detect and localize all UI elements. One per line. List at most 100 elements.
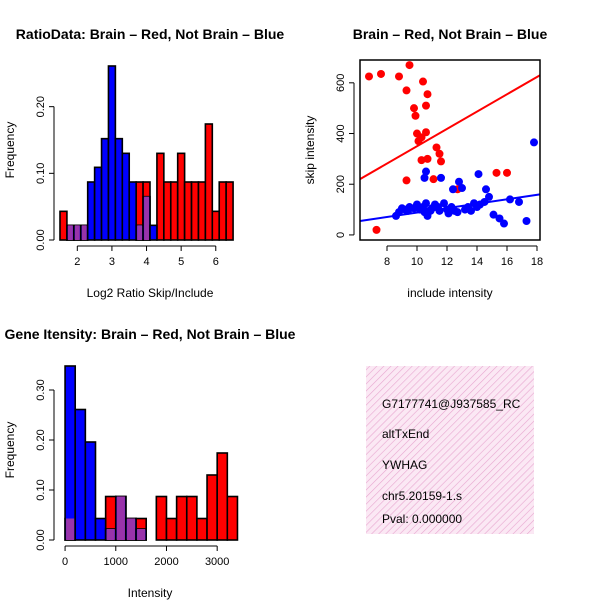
not-brain-bar: [114, 137, 124, 241]
y-tick-label: 400: [335, 124, 347, 142]
scatter-axes: 8 10 12 14 16 18 0 200 400 600: [335, 59, 543, 268]
y-tick-label: 0.10: [35, 479, 47, 500]
not-brain-point: [474, 170, 483, 179]
brain-bar: [206, 474, 218, 541]
not-brain-point: [440, 199, 448, 208]
brain-bar: [185, 495, 198, 541]
plot-frame: [359, 59, 541, 241]
brain-point: [437, 157, 445, 166]
intensity-histogram-axes: 0 1000 2000 3000 0.00 0.10 0.20 0.30: [35, 379, 229, 568]
brain-bar: [156, 152, 165, 241]
intensity-histogram-ylabel: Frequency: [3, 422, 17, 479]
not-brain-point: [422, 167, 430, 176]
y-tick-label: 0.20: [35, 429, 47, 450]
intensity-scatter: Brain – Red, Not Brain – Blue 8 10 12 14 16 1…: [303, 26, 547, 300]
not-brain-point: [453, 208, 462, 217]
scatter-title: Brain – Red, Not Brain – Blue: [353, 26, 548, 42]
not-brain-point: [467, 206, 475, 215]
brain-bar: [211, 210, 221, 241]
ratio-histogram-axes: 2 3 4 5 6 0.00 0.10 0.20: [35, 96, 219, 268]
not-brain-point: [455, 177, 463, 186]
overlap-bar: [74, 225, 80, 240]
brain-point: [402, 86, 411, 95]
not-brain-point: [530, 138, 538, 147]
not-brain-bar: [64, 365, 77, 541]
brain-point: [411, 111, 420, 120]
overlap-bar: [106, 529, 115, 540]
x-tick-label: 16: [501, 256, 513, 268]
x-tick-label: 12: [441, 256, 453, 268]
brain-point: [417, 156, 426, 165]
info-panel: G7177741@J937585_RC altTxEnd YWHAG chr5.…: [366, 366, 534, 534]
intensity-histogram-title: Gene Itensity: Brain – Red, Not Brain – …: [5, 326, 296, 342]
not-brain-point: [437, 173, 445, 182]
brain-bar: [169, 181, 179, 241]
not-brain-point: [489, 210, 498, 219]
x-tick-label: 6: [213, 256, 219, 268]
info-gene-symbol: YWHAG: [382, 458, 427, 472]
ratio-histogram-not-brain-bars: [66, 65, 158, 241]
not-brain-point: [426, 206, 435, 215]
x-tick-label: 4: [143, 256, 149, 268]
brain-bar: [225, 181, 234, 241]
brain-point: [423, 90, 432, 99]
not-brain-point: [515, 197, 523, 206]
brain-point: [429, 175, 438, 184]
brain-bar: [165, 517, 178, 541]
not-brain-bar: [74, 408, 87, 541]
brain-bar: [216, 452, 229, 541]
scatter-ylabel: skip intensity: [303, 116, 317, 185]
not-brain-point: [482, 185, 490, 194]
y-tick-label: 0.20: [35, 96, 47, 117]
scatter-points: [365, 61, 538, 234]
not-brain-point: [449, 185, 457, 194]
brain-point: [503, 168, 511, 177]
not-brain-point: [435, 206, 444, 215]
not-brain-point: [485, 192, 493, 201]
y-tick-label: 0.30: [35, 379, 47, 400]
scatter-xlabel: include intensity: [407, 286, 492, 300]
brain-point: [422, 101, 430, 110]
brain-bar: [175, 495, 188, 541]
ratio-histogram-xlabel: Log2 Ratio Skip/Include: [87, 286, 214, 300]
x-tick-label: 18: [531, 256, 543, 268]
brain-point: [414, 137, 423, 146]
x-tick-label: 14: [471, 256, 483, 268]
brain-point: [435, 149, 444, 158]
overlap-bar: [66, 518, 75, 540]
brain-bar: [163, 181, 172, 241]
info-probe-id: G7177741@J937585_RC: [382, 397, 521, 411]
intensity-histogram: Gene Itensity: Brain – Red, Not Brain – …: [3, 326, 296, 600]
not-brain-point: [444, 209, 453, 218]
brain-point: [377, 69, 385, 78]
brain-point: [405, 61, 414, 70]
brain-bar: [155, 495, 168, 541]
brain-bar: [218, 181, 227, 241]
brain-bar: [226, 495, 239, 541]
not-brain-point: [422, 199, 430, 208]
brain-point: [419, 77, 427, 86]
brain-bar: [59, 210, 68, 241]
intensity-histogram-not-brain-bars: [64, 365, 147, 541]
not-brain-point: [522, 216, 531, 225]
overlap-bar: [126, 518, 136, 540]
x-tick-label: 0: [62, 556, 68, 568]
y-tick-label: 0.00: [35, 529, 47, 550]
x-tick-label: 1000: [104, 556, 128, 568]
brain-bar: [183, 181, 193, 241]
intensity-histogram-xlabel: Intensity: [128, 586, 173, 600]
x-tick-label: 5: [178, 256, 184, 268]
info-pval: Pval: 0.000000: [382, 512, 462, 526]
brain-bar: [176, 152, 186, 241]
not-brain-point: [420, 173, 429, 182]
overlap-bar: [144, 196, 149, 240]
brain-point: [432, 143, 441, 152]
brain-bar: [190, 181, 200, 241]
not-brain-bar: [107, 65, 117, 241]
not-brain-bar: [128, 181, 137, 241]
y-tick-label: 600: [335, 74, 347, 92]
brain-point: [410, 104, 418, 113]
not-brain-point: [458, 184, 466, 193]
overlap-bar: [67, 225, 73, 240]
